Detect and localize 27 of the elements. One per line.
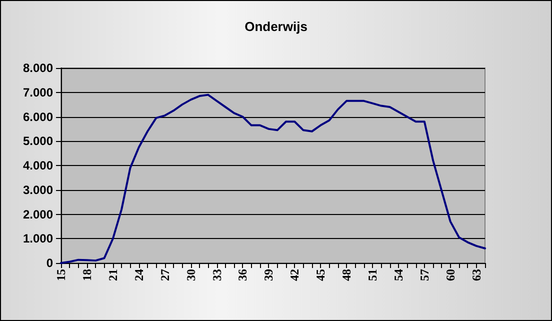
x-tick-label: 51 — [366, 269, 380, 281]
y-tick-label: 5.000 — [22, 134, 54, 148]
y-tick-label: 1.000 — [22, 232, 54, 246]
y-tick-label: 3.000 — [22, 182, 54, 197]
y-tick-label: 4.000 — [22, 158, 54, 172]
x-tick-label: 45 — [314, 269, 328, 281]
x-tick-label: 33 — [210, 269, 224, 281]
x-tick-label: 30 — [184, 269, 198, 281]
x-tick-label: 24 — [132, 269, 146, 281]
x-tick-label: 36 — [236, 269, 250, 281]
x-tick-label: 42 — [288, 269, 302, 281]
x-tick-label: 57 — [417, 269, 432, 281]
x-tick-label: 27 — [158, 269, 172, 281]
y-tick-label: 7.000 — [22, 85, 54, 100]
x-tick-label: 39 — [262, 269, 276, 281]
x-tick-label: 63 — [469, 269, 484, 281]
x-tick-label: 21 — [106, 269, 120, 281]
x-tick-label: 60 — [443, 269, 458, 281]
chart-title: Onderwijs — [244, 19, 308, 34]
x-tick-label: 15 — [54, 269, 68, 281]
x-tick-label: 18 — [80, 269, 94, 281]
y-tick-label: 0 — [46, 256, 54, 270]
y-tick-label: 6.000 — [22, 110, 54, 124]
y-tick-label: 8.000 — [22, 61, 54, 75]
x-tick-label: 48 — [340, 269, 354, 281]
y-tick-label: 2.000 — [22, 207, 54, 222]
x-tick-label: 54 — [391, 269, 406, 281]
